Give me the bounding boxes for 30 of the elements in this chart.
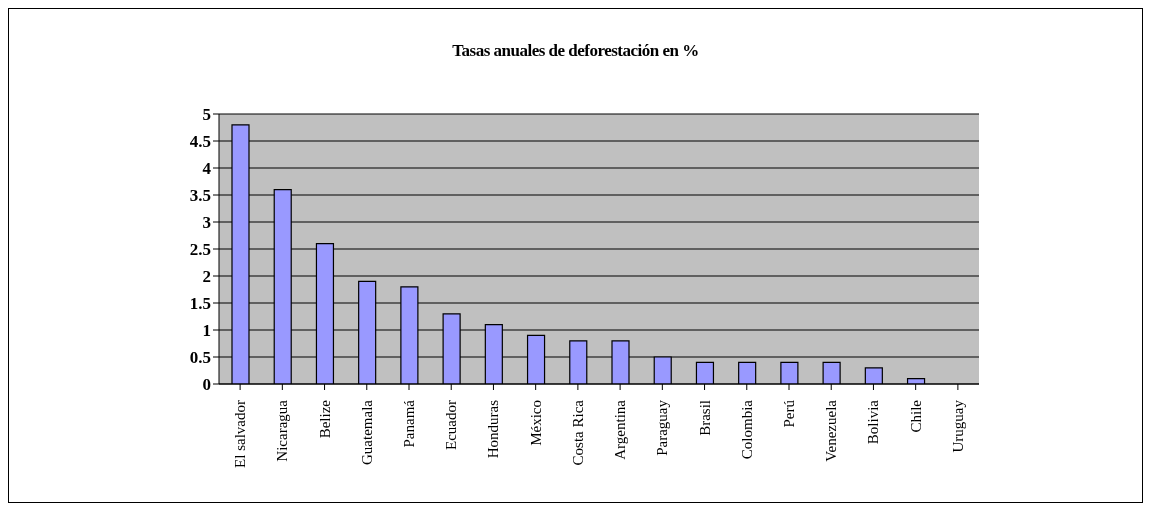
x-tick-label: Paraguay bbox=[654, 399, 671, 456]
x-tick-label: Panamá bbox=[401, 399, 417, 448]
y-tick-label: 0.5 bbox=[189, 348, 211, 368]
x-tick-label: Costa Rica bbox=[569, 399, 586, 466]
x-tick-label: México bbox=[527, 400, 544, 446]
x-tick-label: Venezuela bbox=[823, 399, 840, 462]
x-tick-label: Colombia bbox=[738, 399, 755, 460]
x-tick-label: Ecuador bbox=[443, 400, 460, 450]
chart-title: Tasas anuales de deforestación en % bbox=[451, 41, 700, 61]
y-tick-label: 5 bbox=[202, 105, 211, 125]
x-tick-label: El salvador bbox=[232, 400, 249, 468]
x-tick-label: Nicaragua bbox=[274, 399, 291, 462]
x-tick-label: Perú bbox=[781, 399, 797, 428]
y-tick-label: 3.5 bbox=[189, 186, 211, 206]
x-tick-label: Belize bbox=[316, 399, 333, 439]
x-tick-label: Uruguay bbox=[949, 399, 966, 453]
y-tick-label: 2 bbox=[202, 267, 211, 287]
y-tick-label: 3 bbox=[202, 213, 211, 233]
y-tick-label: 2.5 bbox=[189, 240, 211, 260]
y-tick-label: 1 bbox=[202, 321, 211, 341]
x-tick-label: Guatemala bbox=[358, 399, 375, 465]
y-tick-label: 0 bbox=[202, 375, 211, 395]
y-tick-label: 4.5 bbox=[189, 132, 211, 152]
x-tick-label: Chile bbox=[907, 399, 924, 433]
x-tick-label: Brasil bbox=[696, 400, 713, 436]
x-tick-label: Honduras bbox=[485, 399, 502, 459]
x-tick-label: Argentina bbox=[612, 399, 629, 460]
y-tick-label: 4 bbox=[202, 159, 212, 179]
x-tick-label: Bolivia bbox=[865, 399, 882, 445]
y-tick-label: 1.5 bbox=[189, 294, 211, 314]
